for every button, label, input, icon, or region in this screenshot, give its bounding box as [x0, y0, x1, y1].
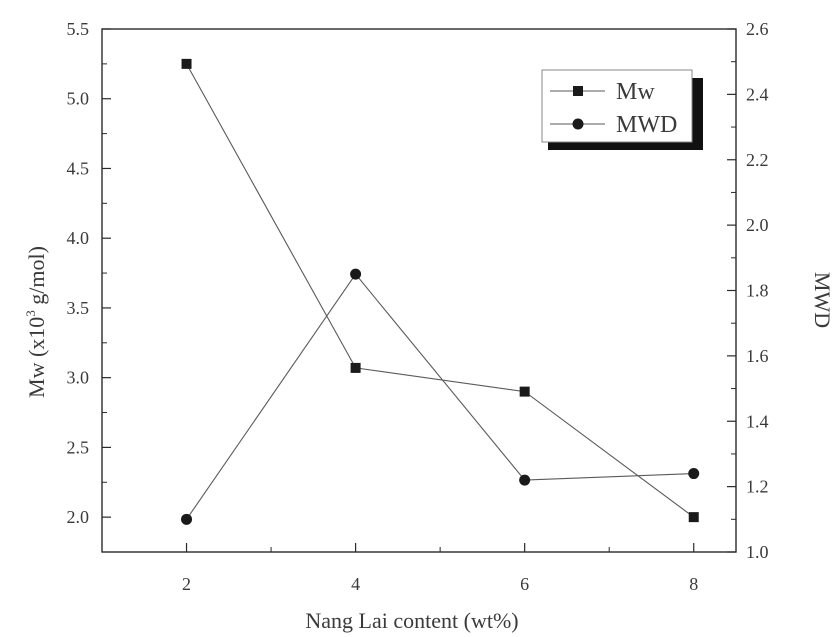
y-tick-label: 2.5	[67, 437, 90, 457]
legend-label-mwd: MWD	[616, 112, 677, 138]
data-point-mw	[688, 512, 699, 523]
data-point-mwd	[350, 268, 362, 280]
data-point-mwd	[181, 513, 193, 525]
x-tick-label: 4	[351, 574, 360, 594]
series-line-mw	[186, 63, 695, 518]
y2-tick-label: 2.0	[746, 215, 769, 235]
y-tick-label: 5.0	[67, 89, 90, 109]
series-line-mwd	[186, 273, 694, 520]
y-tick-label: 3.0	[67, 368, 90, 388]
data-point-mw	[181, 58, 192, 69]
y-tick-label: 4.5	[67, 158, 90, 178]
y-axis-title-main: Mw (x10	[24, 317, 49, 398]
x-tick-label: 2	[182, 574, 191, 594]
y2-tick-label: 1.8	[746, 281, 769, 301]
legend-box	[541, 69, 693, 143]
y-axis-title: Mw (x103 g/mol)	[23, 246, 49, 398]
y-tick-label: 3.5	[67, 298, 90, 318]
data-point-mw	[350, 362, 361, 373]
y-tick-label: 2.0	[67, 507, 90, 527]
legend-label-mw: Mw	[616, 79, 655, 105]
y2-axis-title: MWD	[810, 272, 833, 328]
data-point-mw	[519, 386, 530, 397]
x-axis-title: Nang Lai content (wt%)	[305, 608, 518, 633]
legend-marker-mw	[573, 86, 583, 96]
y2-tick-label: 1.2	[746, 477, 769, 497]
x-tick-label: 8	[689, 574, 698, 594]
y2-tick-label: 2.6	[746, 19, 769, 39]
legend: Mw MWD	[541, 69, 703, 150]
data-point-mwd	[688, 468, 700, 480]
y-axis-title-sup: 3	[23, 310, 38, 317]
series-layer	[181, 58, 700, 525]
x-axis-ticks: 2 4 6 8	[182, 543, 698, 594]
y2-tick-label: 2.4	[746, 84, 769, 104]
y-axis-ticks: 2.0 2.5 3.0 3.5 4.0 4.5 5.0 5.5	[67, 19, 111, 553]
x-tick-label: 6	[520, 574, 529, 594]
y-tick-label: 5.5	[67, 19, 90, 39]
data-point-mwd	[519, 474, 531, 486]
y2-tick-label: 1.0	[746, 542, 769, 562]
y-axis-title-rest: g/mol)	[24, 246, 49, 310]
legend-marker-mwd	[572, 118, 584, 130]
y2-tick-label: 1.4	[746, 411, 769, 431]
y2-tick-label: 1.6	[746, 346, 769, 366]
y2-axis-ticks: 1.0 1.2 1.4 1.6 1.8 2.0 2.2 2.4 2.6	[727, 19, 769, 562]
y2-tick-label: 2.2	[746, 150, 769, 170]
y-tick-label: 4.0	[67, 228, 90, 248]
